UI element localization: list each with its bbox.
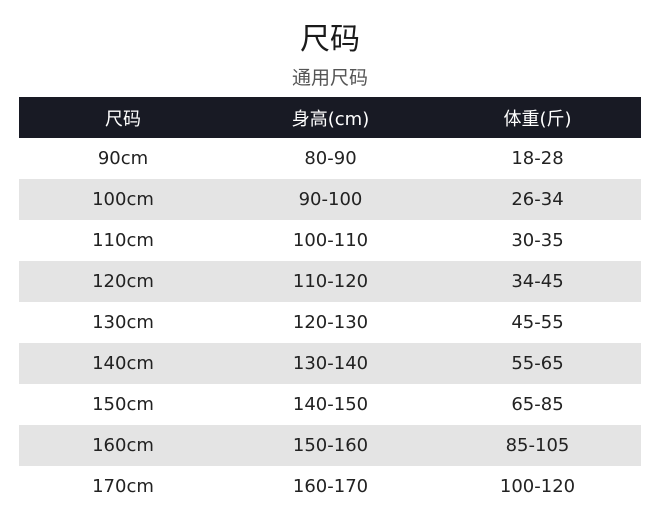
size-cell: 110cm bbox=[92, 230, 154, 251]
table-row: 120cm 110-120 34-45 bbox=[19, 261, 641, 302]
size-cell: 170cm bbox=[92, 476, 154, 497]
height-cell: 150-160 bbox=[292, 435, 369, 456]
height-cell: 120-130 bbox=[292, 312, 369, 333]
height-cell: 80-90 bbox=[304, 148, 357, 169]
weight-cell: 65-85 bbox=[511, 394, 564, 415]
size-cell: 130cm bbox=[92, 312, 154, 333]
table-row: 110cm 100-110 30-35 bbox=[19, 220, 641, 261]
header-size: 尺码 bbox=[105, 108, 141, 130]
page-subtitle: 通用尺码 bbox=[291, 67, 368, 89]
table-row: 100cm 90-100 26-34 bbox=[19, 179, 641, 220]
height-cell: 90-100 bbox=[298, 189, 363, 210]
size-cell: 150cm bbox=[92, 394, 154, 415]
weight-cell: 18-28 bbox=[511, 148, 564, 169]
weight-cell: 85-105 bbox=[505, 435, 570, 456]
table-header: 尺码 身高(cm) 体重(斤) bbox=[19, 97, 641, 138]
size-cell: 120cm bbox=[92, 271, 154, 292]
table-row: 130cm 120-130 45-55 bbox=[19, 302, 641, 343]
weight-cell: 30-35 bbox=[511, 230, 564, 251]
size-cell: 90cm bbox=[97, 148, 149, 169]
height-cell: 140-150 bbox=[292, 394, 369, 415]
size-cell: 140cm bbox=[92, 353, 154, 374]
weight-cell: 100-120 bbox=[499, 476, 576, 497]
height-cell: 110-120 bbox=[292, 271, 369, 292]
table-row: 90cm 80-90 18-28 bbox=[19, 138, 641, 179]
page-title: 尺码 bbox=[300, 22, 360, 57]
header-weight: 体重(斤) bbox=[503, 108, 572, 130]
weight-cell: 34-45 bbox=[511, 271, 564, 292]
size-cell: 100cm bbox=[92, 189, 154, 210]
size-table: 尺码 身高(cm) 体重(斤) 90cm 80-90 18-28 100cm 90-10… bbox=[19, 97, 641, 507]
size-cell: 160cm bbox=[92, 435, 154, 456]
table-row: 170cm 160-170 100-120 bbox=[19, 466, 641, 507]
height-cell: 130-140 bbox=[292, 353, 369, 374]
weight-cell: 45-55 bbox=[511, 312, 564, 333]
table-row: 150cm 140-150 65-85 bbox=[19, 384, 641, 425]
header-height: 身高(cm) bbox=[291, 108, 370, 130]
table-row: 140cm 130-140 55-65 bbox=[19, 343, 641, 384]
table-row: 160cm 150-160 85-105 bbox=[19, 425, 641, 466]
height-cell: 100-110 bbox=[292, 230, 369, 251]
height-cell: 160-170 bbox=[292, 476, 369, 497]
weight-cell: 26-34 bbox=[511, 189, 564, 210]
weight-cell: 55-65 bbox=[511, 353, 564, 374]
